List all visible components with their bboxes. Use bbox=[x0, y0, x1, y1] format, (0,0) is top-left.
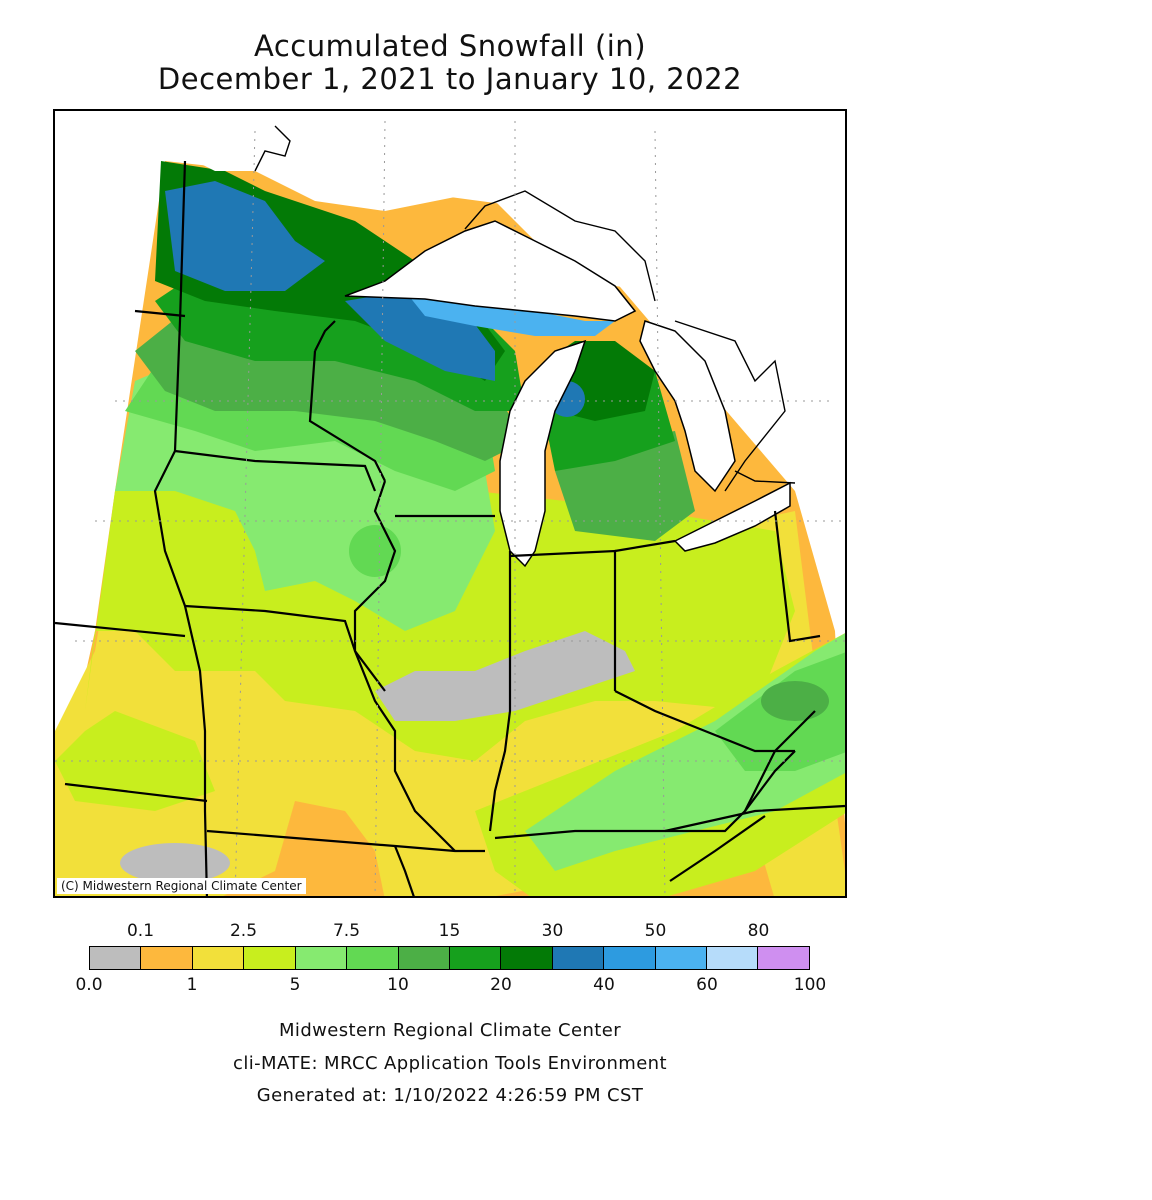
legend-colorbar bbox=[89, 946, 810, 970]
graticule bbox=[55, 120, 845, 896]
legend-swatch bbox=[244, 947, 296, 969]
lake-superior bbox=[344, 220, 637, 322]
legend-swatch bbox=[90, 947, 142, 969]
legend-lower-label: 40 bbox=[593, 975, 615, 995]
legend-swatch bbox=[449, 947, 502, 969]
map-date-range: December 1, 2021 to January 10, 2022 bbox=[157, 62, 743, 96]
coastlines bbox=[254, 125, 796, 492]
lake-michigan bbox=[499, 339, 587, 568]
legend-swatch bbox=[295, 947, 348, 969]
legend-lower-label: 100 bbox=[793, 975, 827, 995]
legend-upper-label: 0.1 bbox=[126, 921, 155, 941]
legend-swatch bbox=[141, 947, 193, 969]
legend-swatch bbox=[655, 947, 708, 969]
region-trace-b bbox=[120, 843, 230, 883]
lake-erie bbox=[673, 481, 791, 552]
snowfall-map: (C) Midwestern Regional Climate Center bbox=[53, 109, 847, 898]
legend-lower-label: 20 bbox=[490, 975, 512, 995]
footer-org: Midwestern Regional Climate Center bbox=[278, 1020, 622, 1041]
legend-lower-label: 60 bbox=[696, 975, 718, 995]
legend-lower-label: 0.0 bbox=[75, 975, 103, 995]
legend-upper-label: 50 bbox=[644, 921, 667, 941]
map-graphic bbox=[55, 111, 845, 896]
copyright-label: (C) Midwestern Regional Climate Center bbox=[57, 878, 306, 894]
state-borders bbox=[55, 160, 845, 896]
legend-upper-label: 2.5 bbox=[229, 921, 258, 941]
footer-tool: cli-MATE: MRCC Application Tools Environ… bbox=[233, 1053, 667, 1074]
legend-swatch bbox=[398, 947, 450, 969]
legend-upper-label: 7.5 bbox=[332, 921, 361, 941]
legend-swatch bbox=[347, 947, 399, 969]
legend-lower-label: 1 bbox=[186, 975, 198, 995]
map-title: Accumulated Snowfall (in) bbox=[253, 29, 647, 63]
lake-huron bbox=[639, 320, 736, 493]
legend-swatch bbox=[604, 947, 656, 969]
region-40-50 bbox=[165, 181, 325, 291]
legend-swatch bbox=[501, 947, 553, 969]
region-15-20-c bbox=[761, 681, 829, 721]
legend-swatch bbox=[552, 947, 605, 969]
legend-swatch bbox=[192, 947, 245, 969]
legend-lower-label: 10 bbox=[387, 975, 409, 995]
legend-upper-label: 15 bbox=[438, 921, 461, 941]
legend-upper-label: 30 bbox=[541, 921, 564, 941]
legend-lower-label: 5 bbox=[289, 975, 301, 995]
legend-swatch bbox=[758, 947, 809, 969]
legend-swatch bbox=[707, 947, 759, 969]
canada-white bbox=[161, 111, 845, 491]
region-trace bbox=[375, 631, 635, 721]
footer-generated: Generated at: 1/10/2022 4:26:59 PM CST bbox=[256, 1085, 644, 1106]
region-10-15-c bbox=[349, 525, 401, 577]
legend-upper-label: 80 bbox=[747, 921, 770, 941]
